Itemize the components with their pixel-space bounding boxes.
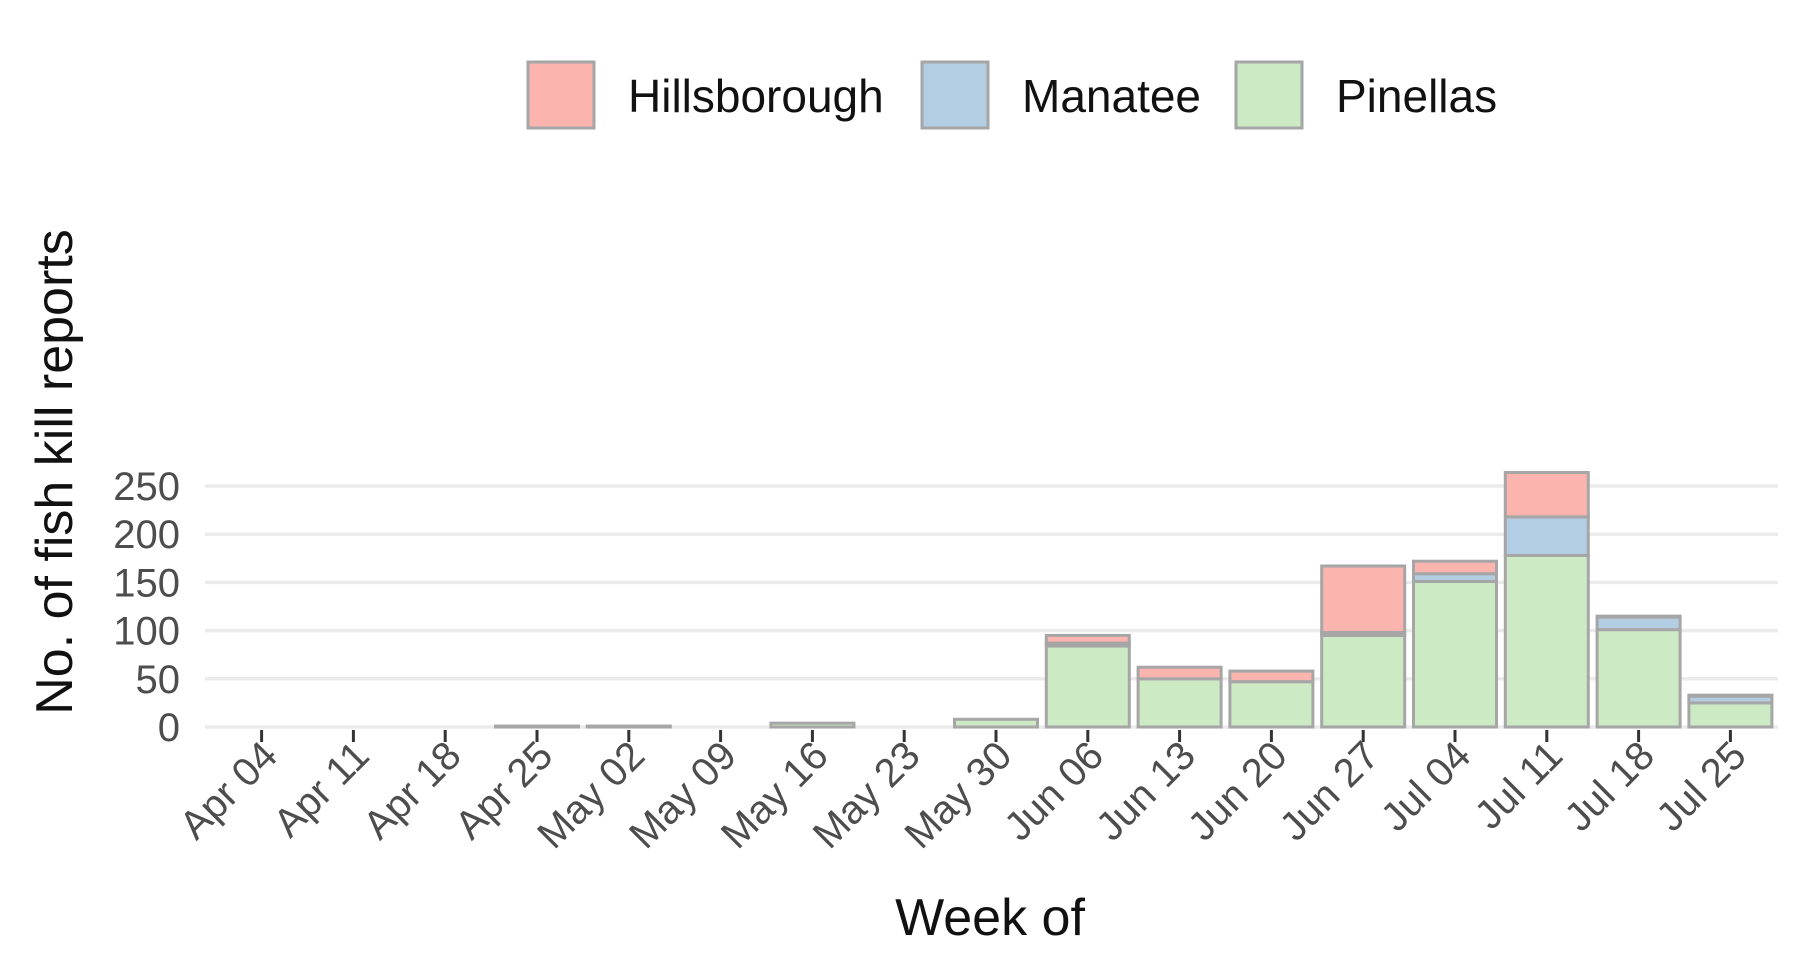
y-tick-label-200: 200	[113, 513, 180, 557]
bar-hillsborough-jul-18	[1595, 614, 1682, 619]
y-tick-label-250: 250	[113, 465, 180, 509]
x-tick-label-jun-27: Jun 27	[1272, 733, 1388, 849]
y-tick-label-0: 0	[158, 706, 180, 750]
legend-key-pinellas	[1234, 60, 1304, 130]
bar-pinellas-may-30	[953, 717, 1039, 729]
x-tick-label-jun-13: Jun 13	[1088, 733, 1204, 849]
x-tick-label-apr-04: Apr 04	[172, 733, 286, 847]
x-tick-label-jun-20: Jun 20	[1180, 733, 1296, 849]
y-tick-label-150: 150	[113, 561, 180, 605]
bars	[494, 471, 1774, 729]
bar-hillsborough-jul-11	[1503, 471, 1590, 519]
bar-pinellas-jul-11	[1503, 553, 1590, 729]
legend-label-pinellas: Pinellas	[1336, 70, 1497, 122]
bar-pinellas-may-16	[769, 721, 856, 729]
bar-manatee-jul-18	[1595, 615, 1682, 632]
bar-pinellas-may-02	[585, 724, 672, 729]
x-tick-label-jul-11: Jul 11	[1467, 733, 1571, 837]
bar-pinellas-jun-27	[1320, 633, 1407, 729]
y-axis-title: No. of fish kill reports	[26, 229, 84, 715]
x-axis-title: Week of	[895, 889, 1085, 947]
bar-pinellas-jun-06	[1044, 644, 1131, 729]
x-tick-label-jul-25: Jul 25	[1648, 733, 1755, 840]
x-tick-label-apr-11: Apr 11	[265, 733, 377, 845]
bar-pinellas-jun-20	[1228, 680, 1315, 729]
bar-pinellas-apr-25	[494, 724, 580, 729]
legend-label-manatee: Manatee	[1022, 70, 1201, 122]
x-tick-label-jul-18: Jul 18	[1556, 733, 1663, 840]
bar-pinellas-jul-18	[1595, 628, 1682, 729]
bar-pinellas-jun-13	[1136, 677, 1223, 729]
bar-pinellas-jul-25	[1687, 701, 1774, 729]
bar-hillsborough-jul-04	[1412, 559, 1498, 576]
legend-key-manatee	[920, 60, 990, 130]
legend-label-hillsborough: Hillsborough	[628, 70, 884, 122]
bar-hillsborough-jul-25	[1687, 693, 1774, 698]
legend-key-hillsborough	[526, 60, 596, 130]
bar-hillsborough-jun-06	[1044, 633, 1131, 645]
bar-manatee-jul-11	[1503, 515, 1590, 557]
bar-hillsborough-jun-27	[1320, 564, 1407, 635]
y-tick-label-100: 100	[113, 610, 180, 654]
bar-hillsborough-jun-20	[1228, 669, 1315, 684]
x-tick-label-jun-06: Jun 06	[996, 733, 1112, 849]
x-tick-label-apr-18: Apr 18	[355, 733, 469, 847]
bar-pinellas-jul-04	[1412, 579, 1498, 729]
x-tick-label-jul-04: Jul 04	[1373, 733, 1480, 840]
y-tick-label-50: 50	[136, 658, 181, 702]
bar-hillsborough-jun-13	[1136, 665, 1223, 681]
legend: Hillsborough Manatee Pinellas	[526, 60, 1497, 130]
